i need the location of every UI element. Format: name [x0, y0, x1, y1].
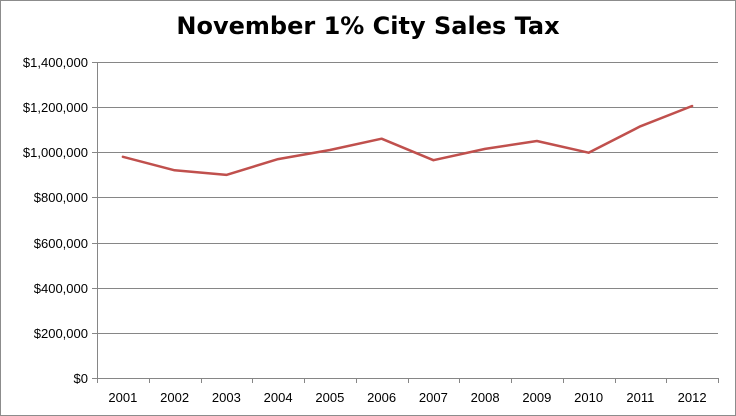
chart-title: November 1% City Sales Tax — [176, 12, 560, 40]
y-tick-label: $600,000 — [34, 236, 88, 251]
axes — [92, 62, 719, 383]
y-axis-tick-labels: $0 $200,000 $400,000 $600,000 $800,000 $1,000… — [23, 55, 88, 386]
y-tick-label: $200,000 — [34, 326, 88, 341]
y-tick-label: $1,200,000 — [23, 100, 88, 115]
series-lines — [121, 104, 694, 177]
x-tick-label: 2003 — [212, 390, 241, 405]
x-tick-label: 2007 — [419, 390, 448, 405]
y-tick-label: $0 — [74, 371, 88, 386]
gridlines — [97, 62, 718, 334]
y-tick-label: $400,000 — [34, 281, 88, 296]
series-line — [121, 104, 694, 177]
x-tick-label: 2010 — [574, 390, 603, 405]
x-tick-label: 2011 — [626, 390, 654, 405]
x-tick-label: 2002 — [160, 390, 189, 405]
x-tick-label: 2009 — [522, 390, 551, 405]
x-tick-label: 2006 — [367, 390, 396, 405]
x-tick-label: 2004 — [264, 390, 293, 405]
x-tick-label: 2001 — [108, 390, 137, 405]
x-tick-label: 2005 — [315, 390, 344, 405]
y-tick-label: $800,000 — [34, 190, 88, 205]
y-tick-label: $1,400,000 — [23, 55, 88, 70]
y-tick-label: $1,000,000 — [23, 145, 88, 160]
x-axis-tick-labels: 2001 2002 2003 2004 2005 2006 2007 2008 2009 2010… — [108, 390, 706, 405]
x-tick-label: 2008 — [471, 390, 500, 405]
x-tick-label: 2012 — [678, 390, 707, 405]
